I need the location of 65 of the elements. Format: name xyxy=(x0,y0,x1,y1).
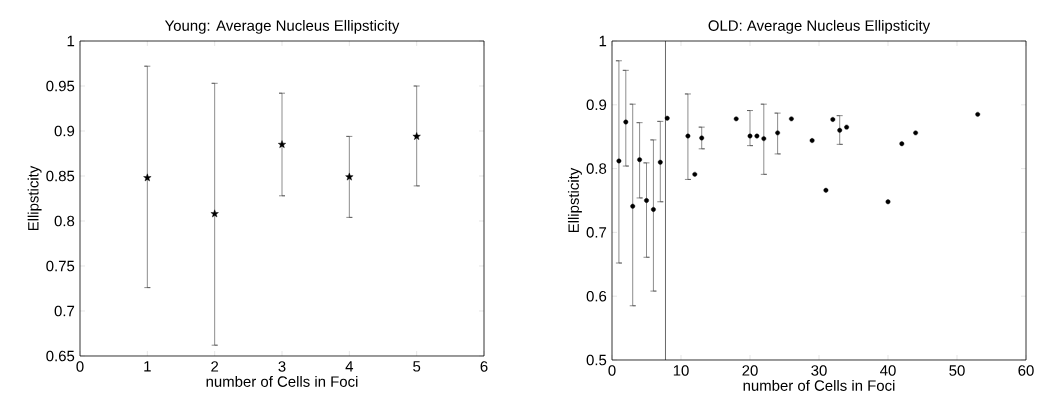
point xyxy=(630,203,636,209)
y-tick-label: 0.95 xyxy=(46,80,75,92)
point xyxy=(837,127,843,133)
y-axis-title: Ellipsticity xyxy=(567,167,582,233)
point xyxy=(761,136,767,142)
y-tick-label: 0.9 xyxy=(54,125,75,137)
point xyxy=(412,132,421,140)
chart-title: Young: Average Nucleus Ellipsticity xyxy=(164,19,400,34)
point xyxy=(210,209,219,218)
x-tick-label: 6 xyxy=(480,361,488,372)
chart-title: OLD: Average Nucleus Ellipsticity xyxy=(708,19,931,34)
x-tick-label: 60 xyxy=(1018,365,1034,376)
x-tick-label: 0 xyxy=(608,365,616,376)
x-tick-label: 5 xyxy=(413,361,421,372)
y-tick-label: 0.5 xyxy=(586,354,607,366)
y-tick-label: 0.65 xyxy=(46,350,75,362)
point xyxy=(975,111,981,117)
y-tick-label: 0.6 xyxy=(586,290,607,302)
point xyxy=(685,133,691,139)
x-tick-label: 30 xyxy=(811,365,827,376)
x-tick-label: 50 xyxy=(949,365,965,376)
point xyxy=(616,158,622,164)
point xyxy=(913,130,919,136)
point xyxy=(692,171,698,177)
y-tick-label: 0.7 xyxy=(54,305,75,317)
point xyxy=(823,187,829,193)
x-tick-label: 2 xyxy=(211,361,219,372)
x-tick-label: 20 xyxy=(742,365,758,376)
y-tick-label: 1 xyxy=(599,35,607,47)
y-axis-title: Ellipsticity xyxy=(27,165,42,231)
point xyxy=(664,115,670,121)
point xyxy=(657,159,663,165)
point xyxy=(637,157,643,163)
point xyxy=(747,133,753,139)
x-tick-label: 1 xyxy=(144,361,151,372)
point xyxy=(830,117,836,122)
point xyxy=(623,119,629,125)
x-tick-label: 0 xyxy=(76,361,84,372)
point xyxy=(143,173,152,182)
point xyxy=(899,141,905,147)
point xyxy=(733,116,739,122)
y-tick-label: 0.75 xyxy=(46,260,75,272)
y-tick-label: 0.85 xyxy=(46,170,75,182)
x-tick-label: 40 xyxy=(880,365,896,376)
point xyxy=(345,172,354,181)
point xyxy=(644,198,649,203)
x-axis-title: number of Cells in Foci xyxy=(206,375,358,387)
point xyxy=(809,138,815,143)
x-tick-label: 4 xyxy=(345,361,354,372)
x-axis-title: number of Cells in Foci xyxy=(743,379,895,391)
y-tick-label: 1 xyxy=(67,35,75,47)
x-tick-label: 3 xyxy=(278,361,286,372)
point xyxy=(278,140,287,148)
y-tick-label: 0.9 xyxy=(586,99,607,111)
point xyxy=(844,124,850,130)
x-tick-label: 10 xyxy=(673,365,689,376)
point xyxy=(775,130,781,136)
y-tick-label: 0.8 xyxy=(54,215,75,227)
point xyxy=(699,135,705,141)
point xyxy=(885,199,891,205)
point xyxy=(651,207,656,212)
y-tick-label: 0.7 xyxy=(586,227,607,238)
point xyxy=(789,116,794,122)
y-tick-label: 0.8 xyxy=(586,163,607,174)
point xyxy=(754,133,760,139)
